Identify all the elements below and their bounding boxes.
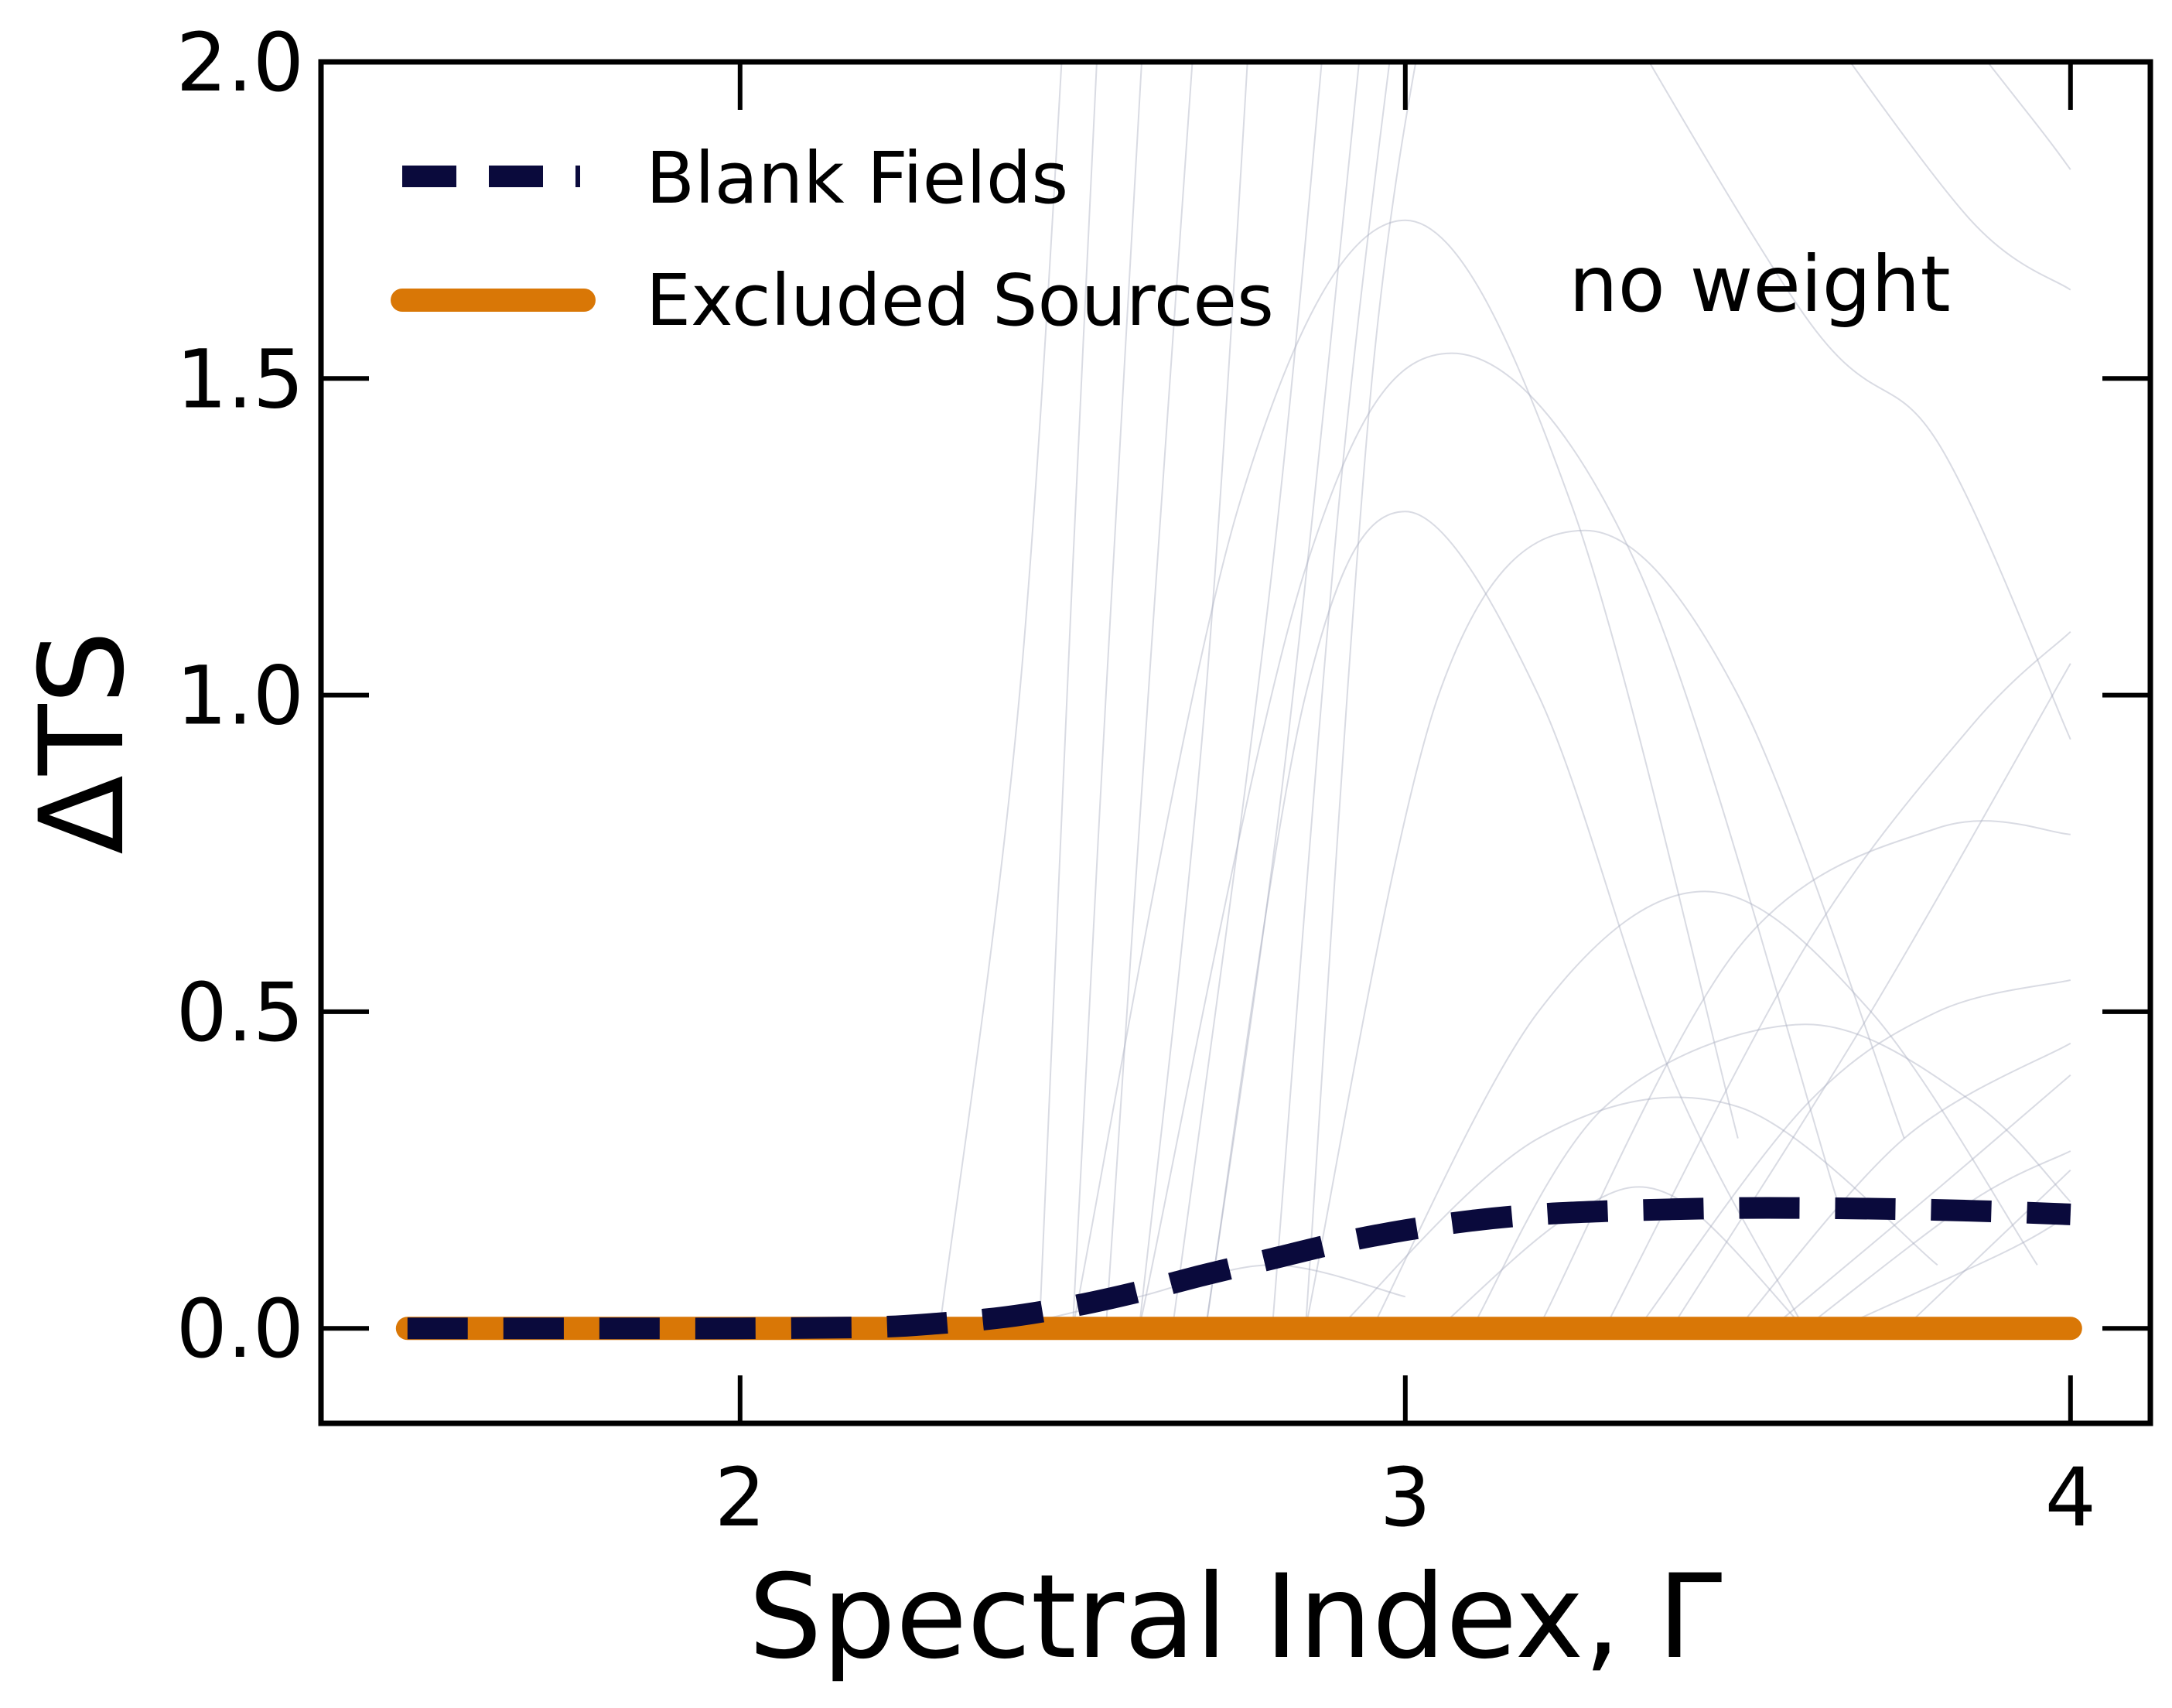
y-tick-label-1: 0.5 [176,965,304,1060]
background-curve-29 [1338,1096,1938,1329]
y-tick-label-0: 0.0 [176,1282,304,1376]
x-tick-label-1: 3 [1380,1450,1431,1545]
background-curve-24 [1904,1169,2071,1329]
background-curve-12 [1304,529,1905,1329]
background-curve-27 [1986,62,2071,170]
legend-label-blank-fields: Blank Fields [646,137,1068,220]
x-axis-title: Spectral Index, Γ [749,1550,1723,1685]
background-curve-4 [1138,62,1248,1329]
background-curve-21 [1771,1074,2071,1329]
background-curve-15 [1438,1186,1805,1329]
series-group [395,1197,2082,1341]
axis-tick-labels: 2 3 4 0.0 0.5 1.0 1.5 2.0 [176,15,2096,1545]
background-curve-0 [1038,62,1098,1329]
background-curve-2 [1105,62,1194,1329]
x-tick-label-2: 4 [2045,1450,2096,1545]
legend-label-excluded-sources: Excluded Sources [646,259,1274,342]
background-curve-5 [1171,62,1323,1329]
background-curve-9 [1071,219,1739,1329]
y-tick-label-3: 1.5 [176,332,304,426]
background-curve-25 [1648,62,2071,740]
legend: Blank Fields Excluded Sources [391,137,1274,342]
y-tick-label-2: 1.0 [176,649,304,743]
y-tick-label-4: 2.0 [176,15,304,110]
annotation-no-weight: no weight [1569,239,1951,330]
background-curve-20 [1737,1042,2071,1329]
background-curve-14 [1470,1023,2071,1329]
background-curve-10 [1138,352,1839,1329]
background-curve-26 [1849,62,2071,291]
background-curve-1 [1071,62,1143,1329]
background-curve-17 [1603,630,2071,1329]
plot-frame [318,59,2153,1426]
background-curve-3 [938,62,1063,1329]
background-curve-8 [1304,62,1417,1329]
background-curve-18 [1670,663,2071,1329]
y-axis-title: ΔTS [15,630,150,854]
background-curve-7 [1271,62,1391,1329]
background-curve-11 [1204,511,1805,1329]
background-curve-19 [1638,979,2071,1329]
series-line-blank-fields [407,1197,2071,1340]
axis-ticks [321,60,2150,1423]
background-curve-16 [1537,820,2071,1329]
background-curve-13 [1371,890,2038,1329]
background-curve-23 [1837,1214,2071,1330]
background-curves [938,62,2071,1330]
x-tick-label-0: 2 [715,1450,766,1545]
background-curve-6 [1204,62,1361,1329]
